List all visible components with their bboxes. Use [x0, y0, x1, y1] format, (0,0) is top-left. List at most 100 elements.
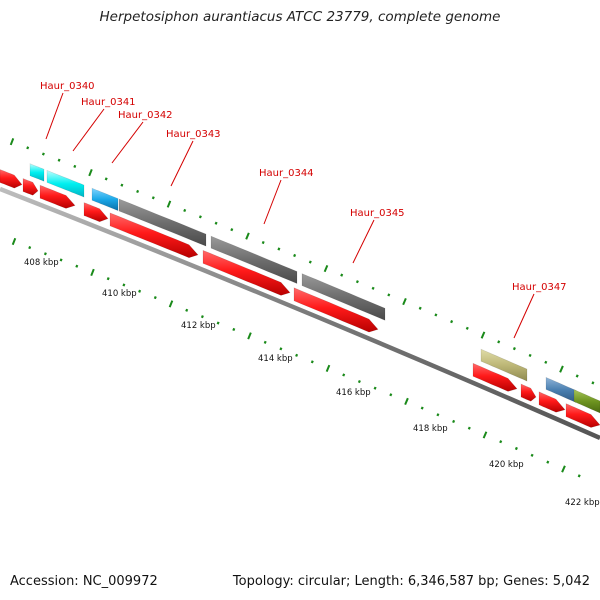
label-leader-line	[263, 179, 282, 225]
gene-feature-gray	[118, 198, 207, 247]
genome-stats-text: Topology: circular; Length: 6,346,587 bp…	[232, 574, 590, 589]
label-leader-line	[170, 140, 194, 187]
minor-tick	[138, 289, 142, 293]
scale-labels: 408 kbp 410 kbp 412 kbp 414 kbp 416 kbp …	[24, 258, 600, 508]
minor-tick	[436, 413, 440, 417]
minor-tick	[452, 419, 456, 424]
minor-tick	[499, 440, 503, 444]
gene-feature-olive	[573, 389, 600, 414]
minor-tick	[497, 340, 501, 344]
major-tick	[402, 297, 407, 306]
gene-label: Haur_0341	[81, 97, 136, 108]
cds-arrow	[109, 212, 199, 259]
cds-arrow	[472, 362, 518, 392]
gene-labels: Haur_0340 Haur_0341 Haur_0342 Haur_0343 …	[40, 81, 567, 293]
gene-label: Haur_0347	[512, 282, 567, 293]
minor-tick	[277, 247, 281, 251]
minor-tick	[279, 347, 283, 351]
gene-label: Haur_0345	[350, 208, 405, 219]
scale-label: 410 kbp	[102, 289, 137, 299]
minor-tick	[450, 320, 454, 324]
scale-label: 420 kbp	[489, 460, 524, 470]
minor-tick	[73, 164, 77, 168]
minor-tick	[340, 273, 344, 277]
major-tick	[325, 364, 331, 373]
label-leader-line	[72, 108, 105, 152]
major-tick	[404, 397, 409, 406]
minor-tick	[418, 306, 422, 310]
gene-label: Haur_0342	[118, 110, 173, 121]
minor-tick	[310, 360, 314, 364]
major-tick	[245, 232, 250, 240]
minor-tick	[355, 280, 359, 284]
scale-label: 414 kbp	[258, 354, 293, 364]
major-tick	[480, 331, 486, 339]
minor-tick	[373, 386, 377, 390]
minor-tick	[59, 258, 63, 262]
cds-arrow	[538, 391, 566, 413]
gene-features	[0, 163, 600, 428]
minor-tick	[387, 293, 391, 297]
minor-tick	[136, 189, 140, 194]
label-leader-line	[111, 121, 144, 164]
minor-tick	[153, 296, 157, 300]
minor-tick	[546, 460, 550, 464]
major-tick	[88, 169, 93, 177]
major-tick	[561, 465, 566, 473]
gene-feature-steel	[545, 376, 577, 403]
scale-label: 408 kbp	[24, 258, 59, 268]
minor-tick	[104, 177, 108, 181]
cds-arrow	[293, 287, 379, 333]
major-tick	[11, 237, 17, 246]
cds-arrow	[202, 249, 291, 296]
gene-feature-gray	[301, 273, 386, 321]
minor-tick	[371, 286, 375, 290]
minor-tick	[232, 327, 236, 332]
minor-tick	[434, 313, 438, 317]
major-tick	[166, 200, 172, 208]
minor-tick	[420, 406, 424, 410]
gene-feature-cyan	[29, 163, 45, 182]
major-tick	[168, 300, 174, 308]
minor-tick	[357, 379, 361, 384]
genome-backbone	[0, 186, 600, 441]
cds-arrow	[520, 383, 537, 402]
minor-tick	[577, 474, 581, 478]
gene-feature-cyan	[46, 169, 85, 198]
cds-arrow	[22, 178, 39, 196]
minor-tick	[308, 260, 312, 264]
minor-tick	[575, 374, 579, 378]
major-tick	[9, 138, 15, 146]
minor-tick	[293, 253, 297, 258]
minor-tick	[200, 315, 204, 319]
minor-tick	[198, 215, 202, 219]
minor-tick	[230, 228, 234, 232]
scale-ticks	[9, 138, 595, 478]
minor-tick	[530, 453, 534, 457]
major-tick	[482, 431, 488, 439]
minor-tick	[528, 353, 532, 358]
minor-tick	[106, 277, 110, 281]
minor-tick	[185, 308, 189, 312]
minor-tick	[43, 252, 47, 256]
minor-tick	[41, 152, 45, 156]
minor-tick	[342, 373, 346, 377]
gene-label: Haur_0343	[166, 129, 221, 140]
scale-label: 418 kbp	[413, 424, 448, 434]
accession-text: Accession: NC_009972	[10, 574, 158, 589]
minor-tick	[467, 426, 471, 430]
major-tick	[323, 264, 329, 273]
minor-tick	[28, 246, 32, 250]
gene-label-leaders	[45, 92, 535, 339]
minor-tick	[214, 221, 218, 225]
minor-tick	[512, 347, 516, 351]
minor-tick	[389, 393, 393, 397]
gene-feature-gray	[210, 235, 298, 284]
scale-label: 416 kbp	[336, 388, 371, 398]
minor-tick	[514, 446, 518, 451]
major-tick	[247, 332, 252, 340]
minor-tick	[261, 240, 265, 245]
map-title: Herpetosiphon aurantiacus ATCC 23779, co…	[99, 9, 501, 25]
minor-tick	[120, 183, 124, 187]
major-tick	[559, 365, 564, 373]
